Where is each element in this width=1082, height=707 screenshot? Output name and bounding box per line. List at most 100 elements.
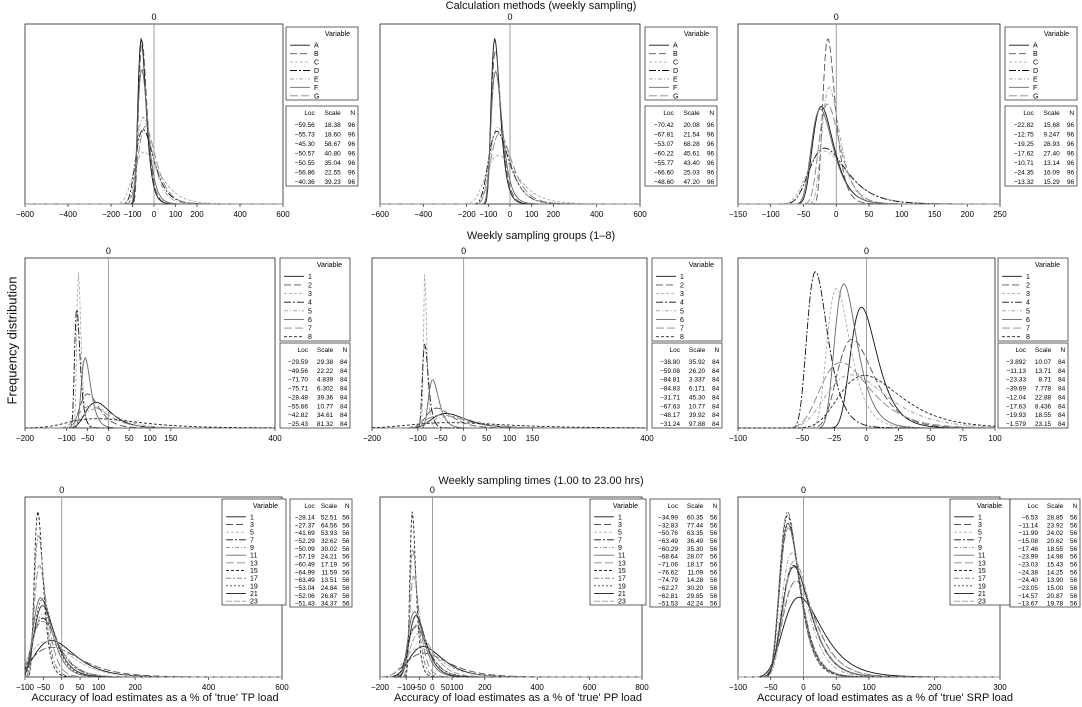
stats-cell: 77.44	[687, 522, 704, 529]
stats-cell: −45.30	[295, 141, 315, 148]
stats-cell: 39.92	[689, 412, 706, 419]
stats-cell: 22.22	[317, 368, 334, 375]
stats-cell: −10.71	[1014, 160, 1034, 167]
stats-cell: 60.35	[687, 514, 704, 521]
legend-entry-9: 9	[618, 545, 622, 552]
legend-entry-1: 1	[618, 514, 622, 521]
stats-cell: −48.17	[660, 412, 680, 419]
x-tick-label: 50	[832, 683, 841, 692]
x-tick-label: 75	[958, 434, 967, 443]
x-tick-label: 100	[988, 434, 1002, 443]
stats-cell: 10.77	[317, 403, 334, 410]
stats-cell: 35.04	[324, 160, 341, 167]
stats-header-n: N	[1072, 503, 1077, 510]
x-axis-label-srp: Accuracy of load estimates as a % of 'tr…	[757, 692, 1013, 704]
legend-entry-13: 13	[250, 560, 258, 567]
stats-cell: 56	[710, 546, 718, 553]
legend-title: Variable	[613, 503, 638, 510]
stats-cell: 8.436	[1035, 403, 1052, 410]
stats-header-scale: Scale	[683, 110, 700, 117]
stats-cell: −51.53	[658, 601, 678, 608]
legend-entry-9: 9	[978, 545, 982, 552]
stats-cell: 6.302	[317, 386, 334, 393]
stats-cell: −53.04	[295, 585, 315, 592]
x-tick-label: 100	[143, 434, 157, 443]
stats-cell: −70.42	[654, 122, 674, 129]
stats-cell: 23.15	[1035, 421, 1052, 428]
series-line-7	[25, 405, 275, 429]
series-line-8	[738, 375, 996, 429]
stats-cell: 96	[1067, 132, 1075, 139]
x-tick-label: 0	[461, 434, 466, 443]
stats-cell: −84.81	[660, 377, 680, 384]
x-tick-label: 200	[928, 683, 942, 692]
stats-cell: 56	[342, 593, 350, 600]
legend-title: Variable	[325, 31, 350, 38]
legend-entry-21: 21	[250, 591, 258, 598]
stats-cell: −49.56	[288, 368, 308, 375]
legend-entry-4: 4	[308, 300, 312, 307]
stats-cell: 34.37	[321, 601, 338, 608]
stats-cell: 17.19	[321, 561, 338, 568]
stats-cell: 56	[342, 546, 350, 553]
x-tick-label: 100	[862, 683, 876, 692]
stats-header-loc: Loc	[298, 347, 309, 354]
x-tick-label: 300	[993, 683, 1007, 692]
stats-cell: 14.28	[687, 577, 704, 584]
stats-cell: −75.71	[288, 386, 308, 393]
stats-header-scale: Scale	[317, 347, 334, 354]
stats-cell: 24.02	[1047, 530, 1064, 537]
stats-cell: 30.20	[687, 585, 704, 592]
legend-entry-7: 7	[250, 537, 254, 544]
stats-cell: 56	[1070, 514, 1078, 521]
legend-title: Variable	[1044, 31, 1069, 38]
stats-header-n: N	[709, 110, 714, 117]
legend-title: Variable	[253, 503, 278, 510]
x-tick-label: 0	[430, 683, 435, 692]
stats-cell: 42.24	[687, 601, 704, 608]
stats-cell: 56	[710, 561, 718, 568]
stats-cell: 18.55	[1035, 412, 1052, 419]
stats-cell: 36.49	[687, 538, 704, 545]
stats-cell: −28.14	[295, 514, 315, 521]
stats-cell: 96	[707, 132, 715, 139]
stats-header-n: N	[350, 110, 355, 117]
x-tick-label: 150	[928, 210, 942, 219]
stats-cell: 11.59	[321, 569, 337, 576]
legend-entry-E: E	[673, 76, 678, 83]
x-tick-label: 50	[125, 434, 134, 443]
stats-cell: −15.08	[1018, 538, 1038, 545]
stats-cell: −13.32	[1014, 179, 1034, 186]
stats-cell: −19.93	[1006, 412, 1026, 419]
stats-cell: −23.99	[1018, 554, 1038, 561]
series-line-8	[24, 418, 276, 429]
x-tick-label: 200	[478, 683, 492, 692]
x-tick-label: 50	[76, 683, 85, 692]
stats-table	[289, 498, 353, 608]
stats-cell: 84	[712, 368, 720, 375]
x-tick-label: 800	[635, 683, 649, 692]
legend-entry-G: G	[314, 93, 319, 100]
legend-entry-17: 17	[618, 576, 626, 583]
stats-table	[651, 342, 723, 429]
stats-cell: 84	[1058, 377, 1066, 384]
x-tick-label: 100	[895, 210, 909, 219]
stats-cell: 84	[340, 412, 348, 419]
x-tick-label: 150	[526, 434, 540, 443]
stats-cell: 56	[342, 554, 350, 561]
stats-cell: −50.55	[295, 160, 315, 167]
legend-entry-B: B	[1033, 51, 1038, 58]
legend-entry-A: A	[673, 43, 678, 50]
x-axis-label-tp: Accuracy of load estimates as a % of 'tr…	[31, 692, 279, 704]
stats-cell: −19.25	[1014, 141, 1034, 148]
x-tick-label: 600	[583, 683, 597, 692]
stats-cell: −60.29	[658, 546, 678, 553]
stats-cell: 96	[707, 169, 715, 176]
stats-cell: −76.62	[658, 569, 678, 576]
stats-cell: 96	[348, 160, 356, 167]
stats-table	[279, 342, 351, 429]
